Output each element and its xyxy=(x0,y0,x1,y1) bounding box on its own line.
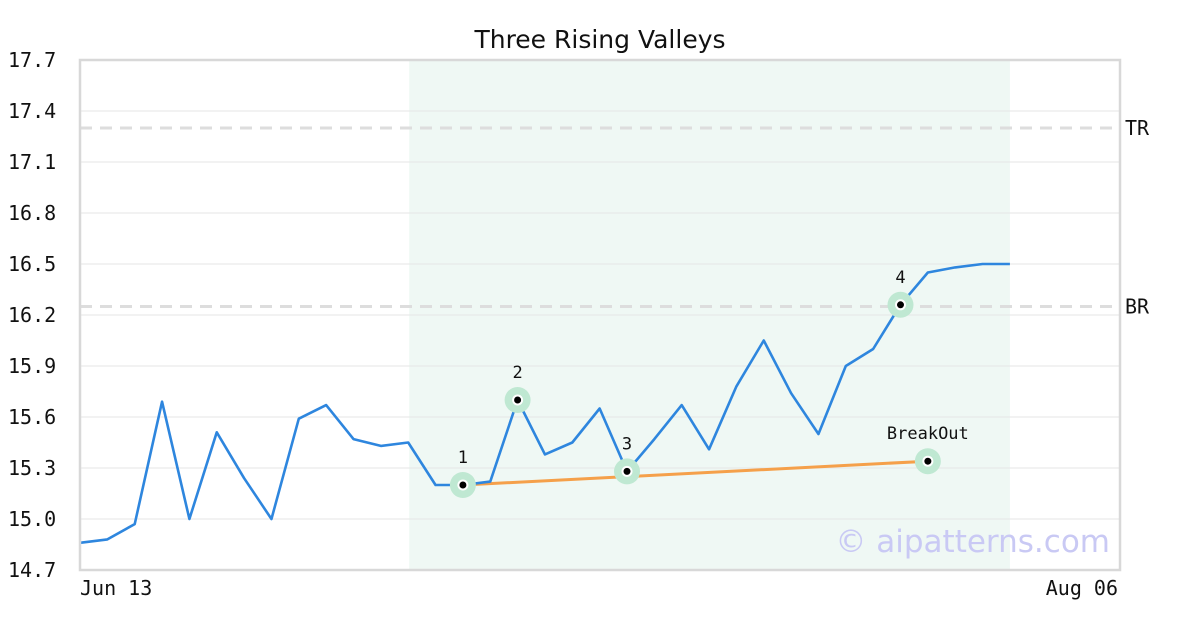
y-tick-label: 15.6 xyxy=(8,405,56,429)
plot-frame xyxy=(78,58,1122,572)
y-tick-label: 14.7 xyxy=(8,558,56,582)
point-label: 1 xyxy=(458,448,468,468)
point-dot xyxy=(514,396,522,404)
trendline-1-to-breakout xyxy=(462,459,928,487)
y-tick-label: 16.2 xyxy=(8,303,56,327)
y-tick-label: 17.7 xyxy=(8,48,56,72)
point-dot xyxy=(924,457,932,465)
x-tick-label: Jun 13 xyxy=(80,576,152,600)
x-axis-ticks: Jun 13 Aug 06 xyxy=(80,576,1118,600)
chart-title: Three Rising Valleys xyxy=(473,25,725,54)
y-tick-label: 17.4 xyxy=(8,99,56,123)
y-tick-label: 16.5 xyxy=(8,252,56,276)
watermark: © aipatterns.com xyxy=(835,524,1110,560)
point-dot xyxy=(459,481,467,489)
point-label: 2 xyxy=(512,363,522,383)
reference-lines: TR BR xyxy=(80,116,1150,319)
x-tick-label: Aug 06 xyxy=(1046,576,1118,600)
reference-line-label: TR xyxy=(1125,116,1150,140)
price-series-line xyxy=(79,262,1010,545)
y-tick-label: 15.0 xyxy=(8,507,56,531)
y-tick-label: 15.9 xyxy=(8,354,56,378)
point-label: BreakOut xyxy=(887,424,969,444)
point-label: 3 xyxy=(622,434,632,454)
y-tick-label: 17.1 xyxy=(8,150,56,174)
reference-line-label: BR xyxy=(1125,295,1150,319)
point-label: 4 xyxy=(895,268,905,288)
y-tick-label: 15.3 xyxy=(8,456,56,480)
pattern-points: 1 2 3 4 BreakOut xyxy=(449,268,969,498)
y-tick-label: 16.8 xyxy=(8,201,56,225)
point-dot xyxy=(623,467,631,475)
y-axis-ticks: 17.7 17.4 17.1 16.8 16.5 16.2 15.9 15.6 15.3 15.0… xyxy=(8,48,56,582)
point-dot xyxy=(897,301,904,309)
